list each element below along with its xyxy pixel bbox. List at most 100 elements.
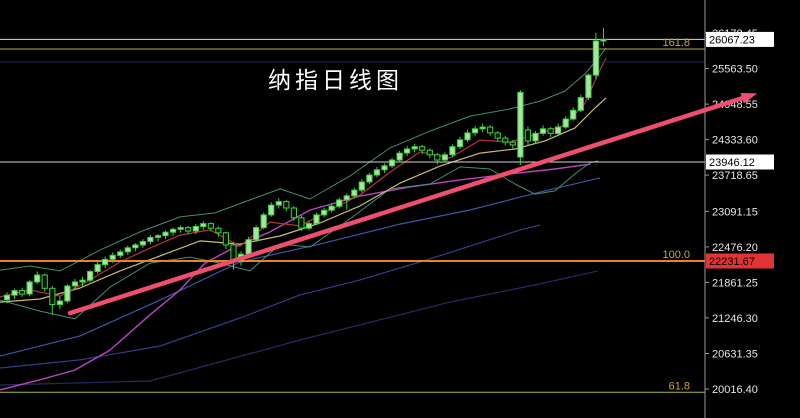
candle-body-up	[555, 126, 562, 134]
candle-body-down	[19, 290, 26, 295]
candle-body-up	[381, 165, 388, 171]
candle-body-up	[56, 300, 63, 305]
candle-body-up	[109, 254, 116, 260]
y-axis-price-label: 21246.30	[712, 313, 758, 325]
ma-magenta-line	[0, 163, 591, 391]
candle-body-up	[11, 290, 18, 296]
bollinger-lower-line	[0, 160, 599, 320]
candle-body-down	[215, 227, 222, 234]
candle-body-up	[336, 199, 343, 207]
candle-body-up	[351, 189, 358, 197]
ma-blue-mid-line	[0, 224, 541, 369]
candle-body-up	[71, 281, 79, 287]
candle-body-up	[117, 251, 124, 256]
candle-body-up	[441, 154, 448, 161]
candle-body-up	[132, 244, 139, 249]
candle-body-down	[524, 129, 531, 142]
candle-body-up	[449, 146, 456, 156]
candle-body-up	[192, 225, 199, 232]
trend-arrow-head[interactable]	[740, 93, 758, 104]
candle-body-up	[268, 204, 275, 216]
candle-body-up	[585, 74, 592, 99]
chart-title: 纳指日线图	[268, 68, 403, 94]
fib-61-8-label: 61.8	[669, 380, 690, 392]
candle-body-up	[464, 132, 471, 141]
y-axis-price-label: 20016.40	[712, 384, 758, 396]
candle-body-up	[275, 201, 282, 206]
candle-body-up	[562, 118, 569, 128]
candle-body-up	[26, 281, 33, 295]
bollinger-upper-line	[0, 47, 607, 272]
candle-body-up	[147, 236, 154, 242]
candle-body-up	[366, 174, 373, 183]
ma-blue-fast-line	[0, 177, 601, 357]
candle-body-up	[3, 294, 11, 301]
candle-body-up	[539, 128, 547, 134]
candle-body-up	[79, 279, 86, 283]
candle-body-up	[245, 239, 252, 255]
candle-body-up	[570, 109, 577, 120]
candle-body-up	[404, 148, 411, 154]
y-axis-price-label: 25563.50	[712, 64, 758, 76]
candle-body-up	[260, 214, 267, 229]
candle-body-up	[305, 223, 313, 229]
candle-body-up	[532, 132, 539, 142]
candle-body-up	[396, 152, 403, 161]
candle-body-up	[600, 38, 607, 42]
price-tag-label: 22231.67	[709, 256, 755, 268]
candle-body-up	[577, 97, 584, 111]
price-tag-white	[706, 31, 774, 47]
candle-body-down	[283, 201, 290, 209]
ma-blue-slow-line	[0, 270, 599, 386]
candle-body-up	[358, 181, 365, 191]
price-tag-label: 26067.23	[709, 34, 755, 46]
candle-body-up	[479, 126, 486, 130]
candle-body-up	[592, 40, 599, 76]
candle-body-up	[472, 128, 479, 134]
y-axis-price-label: 23718.65	[712, 170, 758, 182]
candle-body-up	[102, 258, 109, 266]
trend-arrow-line[interactable]	[67, 94, 749, 316]
candle-body-up	[94, 264, 101, 273]
candle-body-up	[170, 228, 177, 233]
candle-body-up	[517, 91, 524, 158]
y-axis-price-label: 22476.20	[712, 242, 758, 254]
candle-body-up	[411, 146, 418, 150]
candle-body-down	[49, 287, 56, 305]
candle-body-up	[154, 235, 162, 238]
candle-body-down	[290, 207, 297, 219]
candle-body-up	[34, 274, 41, 283]
candle-body-down	[419, 146, 426, 151]
candle-body-down	[502, 137, 509, 143]
fib-161-8-label: 161.8	[662, 37, 690, 49]
candle-body-up	[373, 169, 380, 176]
candles	[3, 28, 607, 315]
candle-body-down	[426, 149, 433, 156]
candle-body-up	[253, 227, 260, 241]
candle-body-up	[87, 271, 94, 281]
candle-body-down	[547, 128, 554, 134]
y-axis: 26178.4525563.5024948.5524333.6023718.65…	[704, 0, 774, 418]
candle-body-down	[41, 274, 48, 289]
candle-body-down	[487, 126, 494, 134]
candle-body-up	[328, 205, 335, 211]
candle-body-up	[177, 227, 184, 230]
price-tag-label: 23946.12	[709, 157, 755, 169]
candle-body-down	[434, 154, 441, 161]
price-tag-white	[706, 154, 774, 170]
candle-body-up	[343, 195, 350, 201]
ma-yellow-line	[0, 97, 607, 303]
candle-body-up	[64, 285, 71, 302]
candle-body-up	[313, 214, 320, 225]
candle-body-up	[388, 159, 396, 167]
candle-body-up	[139, 241, 147, 246]
trend-arrow[interactable]	[67, 93, 758, 316]
fib-100-0-label: 100.0	[662, 249, 690, 261]
candle-body-down	[222, 232, 230, 246]
price-tag-red	[706, 253, 774, 269]
candle-body-down	[509, 141, 516, 146]
candle-body-up	[162, 231, 169, 237]
candle-body-up	[456, 139, 464, 148]
candle-body-down	[185, 227, 192, 232]
